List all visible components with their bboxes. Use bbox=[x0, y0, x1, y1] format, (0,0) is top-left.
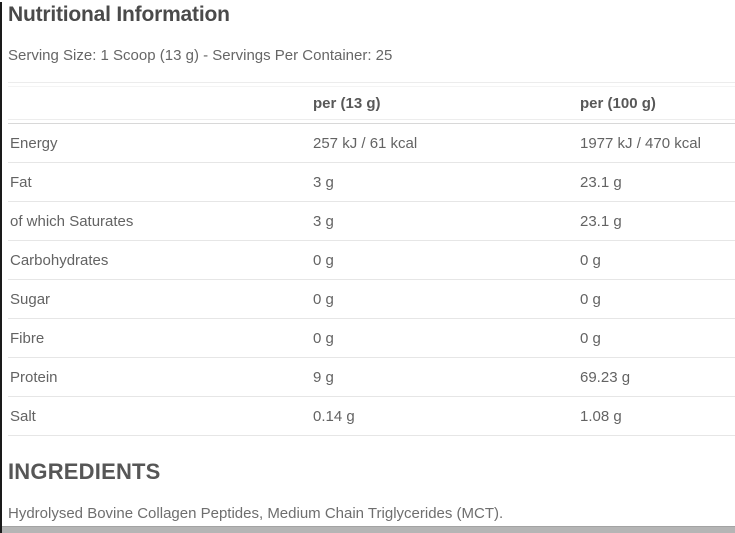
row-label: Fibre bbox=[10, 329, 45, 347]
header-underline bbox=[8, 120, 735, 124]
row-value-per100: 69.23 g bbox=[580, 368, 631, 386]
table-row: Fat 3 g 23.1 g bbox=[8, 163, 735, 202]
row-label: Energy bbox=[10, 134, 58, 152]
row-label: Salt bbox=[10, 407, 36, 425]
row-value-per100: 1977 kJ / 470 kcal bbox=[580, 134, 701, 152]
table-row: of which Saturates 3 g 23.1 g bbox=[8, 202, 735, 241]
row-label: Carbohydrates bbox=[10, 251, 109, 269]
row-value-per100: 0 g bbox=[580, 251, 601, 269]
table-row: Salt 0.14 g 1.08 g bbox=[8, 397, 735, 436]
table-header-row: per (13 g) per (100 g) bbox=[8, 86, 735, 120]
row-label: Fat bbox=[10, 173, 32, 191]
row-value-per100: 1.08 g bbox=[580, 407, 622, 425]
row-value-per13: 257 kJ / 61 kcal bbox=[313, 134, 418, 152]
row-value-per100: 0 g bbox=[580, 290, 601, 308]
ingredients-heading: INGREDIENTS bbox=[8, 459, 161, 484]
header-per-13g: per (13 g) bbox=[313, 94, 381, 112]
header-per-100g: per (100 g) bbox=[580, 94, 656, 112]
table-row: Sugar 0 g 0 g bbox=[8, 280, 735, 319]
table-row: Energy 257 kJ / 61 kcal 1977 kJ / 470 kc… bbox=[8, 124, 735, 163]
row-value-per13: 0 g bbox=[313, 329, 334, 347]
page-title: Nutritional Information bbox=[8, 3, 230, 26]
section-divider bbox=[8, 82, 735, 83]
row-value-per13: 0 g bbox=[313, 251, 334, 269]
row-value-per13: 0.14 g bbox=[313, 407, 355, 425]
bottom-edge-bar bbox=[2, 526, 735, 533]
row-value-per13: 3 g bbox=[313, 173, 334, 191]
serving-info: Serving Size: 1 Scoop (13 g) - Servings … bbox=[8, 47, 393, 64]
row-label: Protein bbox=[10, 368, 58, 386]
row-value-per13: 3 g bbox=[313, 212, 334, 230]
ingredients-text: Hydrolysed Bovine Collagen Peptides, Med… bbox=[8, 505, 504, 522]
row-value-per100: 0 g bbox=[580, 329, 601, 347]
nutrition-table: per (13 g) per (100 g) Energy 257 kJ / 6… bbox=[8, 86, 735, 436]
row-value-per13: 0 g bbox=[313, 290, 334, 308]
row-value-per13: 9 g bbox=[313, 368, 334, 386]
table-row: Carbohydrates 0 g 0 g bbox=[8, 241, 735, 280]
table-row: Fibre 0 g 0 g bbox=[8, 319, 735, 358]
row-label: of which Saturates bbox=[10, 212, 134, 230]
table-row: Protein 9 g 69.23 g bbox=[8, 358, 735, 397]
row-label: Sugar bbox=[10, 290, 51, 308]
row-value-per100: 23.1 g bbox=[580, 173, 622, 191]
row-value-per100: 23.1 g bbox=[580, 212, 622, 230]
